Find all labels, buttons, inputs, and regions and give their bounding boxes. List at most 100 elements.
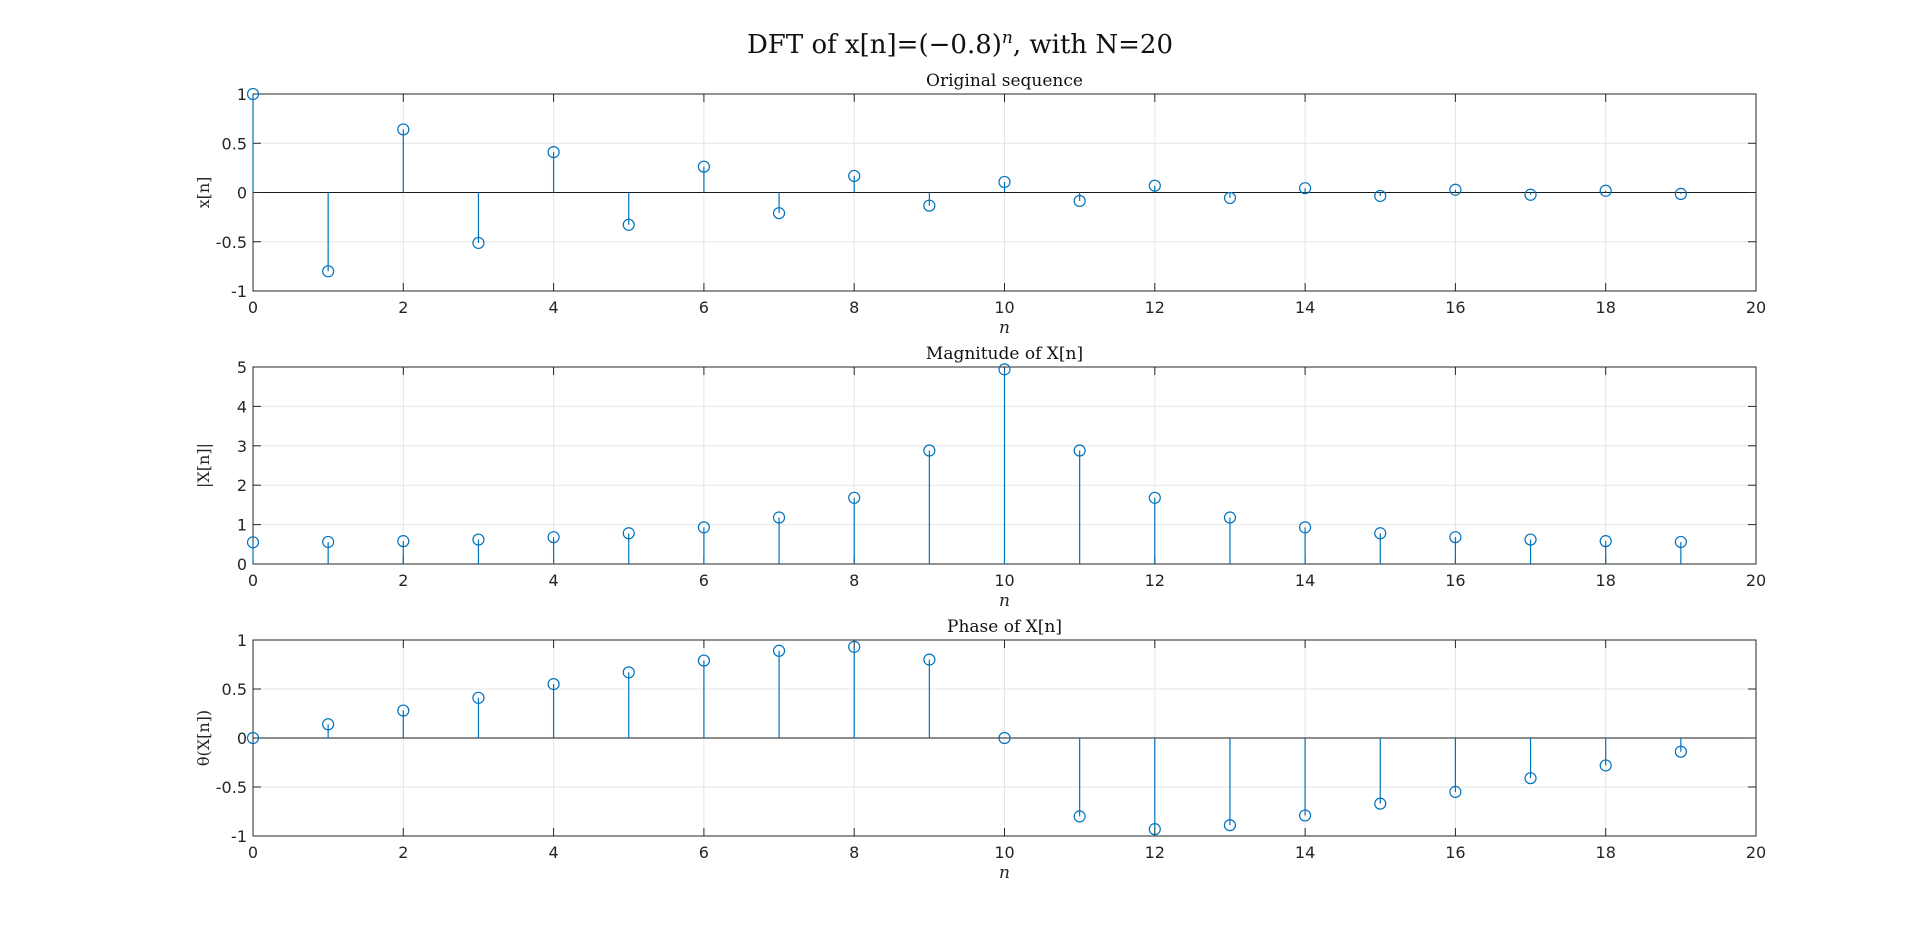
magnitude-stem-marker <box>547 531 560 544</box>
phase-stem-marker <box>848 640 861 653</box>
original-sequence-y-tick-label: 0.5 <box>222 134 247 153</box>
magnitude-stem-marker <box>1223 511 1237 524</box>
original-sequence-stem-point <box>1599 184 1612 197</box>
phase-stem-marker <box>1148 823 1161 836</box>
magnitude-stem-point <box>1298 521 1312 564</box>
magnitude-stem-point <box>697 521 711 564</box>
phase-stem-point <box>1073 738 1086 823</box>
original-sequence-y-tick-label: 1 <box>237 85 247 104</box>
phase-stem-marker <box>998 731 1011 745</box>
original-sequence-title: Original sequence <box>926 71 1083 91</box>
magnitude-x-tick-label: 10 <box>994 571 1014 590</box>
original-sequence-x-tick-label: 10 <box>994 298 1014 317</box>
phase-stem-point <box>1298 738 1312 822</box>
original-sequence-stem-point <box>1524 188 1537 201</box>
phase-x-tick-label: 6 <box>699 843 709 862</box>
magnitude-stem-point <box>998 363 1011 564</box>
original-sequence-y-tick-label: -0.5 <box>216 233 247 252</box>
magnitude-x-tick-label: 8 <box>849 571 859 590</box>
magnitude-stem-point <box>848 491 861 564</box>
phase-stem-point <box>1148 738 1161 836</box>
phase-stem-marker <box>1073 810 1086 823</box>
magnitude-y-tick-label: 4 <box>237 397 247 416</box>
phase-stem-marker <box>1524 772 1537 785</box>
magnitude-stem-point <box>547 531 560 564</box>
original-sequence-x-tick-label: 4 <box>549 298 559 317</box>
phase-y-axis-label: θ(X[n]) <box>194 710 213 766</box>
phase-stem-point <box>1674 738 1687 758</box>
original-sequence-stem-marker <box>848 169 861 183</box>
figure-title-suffix: , with N=20 <box>1013 30 1173 60</box>
magnitude-stem-point <box>397 535 410 564</box>
original-sequence-stem-marker <box>1223 191 1237 205</box>
magnitude-stem-point <box>772 511 786 564</box>
magnitude-stem-marker <box>923 444 936 457</box>
phase-x-tick-label: 20 <box>1746 843 1766 862</box>
original-sequence-x-tick-label: 18 <box>1596 298 1616 317</box>
original-sequence-stem-point <box>1223 191 1237 205</box>
magnitude-y-axis-label: |X[n]| <box>194 443 213 488</box>
original-sequence-stem-point <box>1073 192 1086 208</box>
magnitude-x-tick-label: 18 <box>1596 571 1616 590</box>
magnitude-stem-marker <box>1374 527 1387 540</box>
magnitude-stem-marker <box>1674 535 1687 549</box>
phase-stem-marker <box>697 654 711 667</box>
magnitude-stem-marker <box>697 521 711 534</box>
magnitude-stem-point <box>1674 535 1687 564</box>
original-sequence-stem-marker <box>1073 194 1086 208</box>
phase-stem-point <box>998 731 1011 745</box>
phase-y-tick-label: 1 <box>237 631 247 650</box>
phase-stem-marker <box>1374 797 1387 810</box>
original-sequence-stem-point <box>1449 183 1462 196</box>
phase-x-tick-label: 18 <box>1596 843 1616 862</box>
original-sequence-stem-point <box>246 87 260 193</box>
magnitude-y-tick-label: 0 <box>237 555 247 574</box>
phase-stem-point <box>1449 738 1462 799</box>
phase-x-tick-label: 4 <box>549 843 559 862</box>
figure-title-exponent: n <box>1002 28 1013 48</box>
phase-stem-point <box>697 654 711 738</box>
original-sequence-stem-point <box>1674 187 1687 200</box>
original-sequence-stem-point <box>1148 179 1161 193</box>
phase-x-tick-label: 10 <box>994 843 1014 862</box>
phase-y-tick-label: -1 <box>231 827 247 846</box>
original-sequence-stem-marker <box>772 207 786 220</box>
phase-title: Phase of X[n] <box>947 617 1062 637</box>
original-sequence-stem-point <box>772 192 786 220</box>
magnitude-stem-marker <box>322 535 335 549</box>
magnitude-x-tick-label: 16 <box>1445 571 1465 590</box>
original-sequence-x-tick-label: 8 <box>849 298 859 317</box>
original-sequence-stem-point <box>622 192 635 231</box>
magnitude-y-tick-label: 2 <box>237 476 247 495</box>
magnitude-stem-marker <box>1148 491 1161 504</box>
figure-title: DFT of x[n]=(−0.8)n, with N=20 <box>747 28 1173 60</box>
original-sequence-stem-marker <box>246 87 260 101</box>
phase-x-tick-label: 0 <box>248 843 258 862</box>
original-sequence-stem-point <box>547 146 560 193</box>
magnitude-stem-marker <box>1298 521 1312 534</box>
phase-panel: 0 2 4 6 8 10 12 14 16 18 20 -1 -0.5 0 0.5 1 Phase of X[n… <box>194 617 1766 883</box>
magnitude-x-axis-label: n <box>999 591 1010 611</box>
magnitude-stem-point <box>1524 533 1537 564</box>
original-sequence-stem-marker <box>998 175 1011 189</box>
magnitude-x-tick-label: 14 <box>1295 571 1315 590</box>
original-sequence-stem-marker <box>1374 189 1387 203</box>
original-sequence-x-tick-label: 20 <box>1746 298 1766 317</box>
phase-stem-point <box>322 718 335 738</box>
magnitude-stem-marker <box>848 491 861 504</box>
magnitude-y-tick-label: 5 <box>237 358 247 377</box>
phase-stem-point <box>1223 738 1237 832</box>
magnitude-x-tick-label: 20 <box>1746 571 1766 590</box>
magnitude-stem-marker <box>1599 535 1612 548</box>
phase-stem-point <box>772 644 786 738</box>
phase-y-tick-label: 0 <box>237 729 247 748</box>
original-sequence-stem-marker <box>547 146 560 159</box>
original-sequence-stem-marker <box>1674 187 1687 200</box>
magnitude-stem-point <box>1223 511 1237 564</box>
phase-stem-point <box>848 640 861 738</box>
original-sequence-stem-point <box>848 169 861 193</box>
magnitude-x-tick-label: 0 <box>248 571 258 590</box>
phase-x-tick-label: 2 <box>398 843 408 862</box>
phase-stem-marker <box>1449 785 1462 799</box>
